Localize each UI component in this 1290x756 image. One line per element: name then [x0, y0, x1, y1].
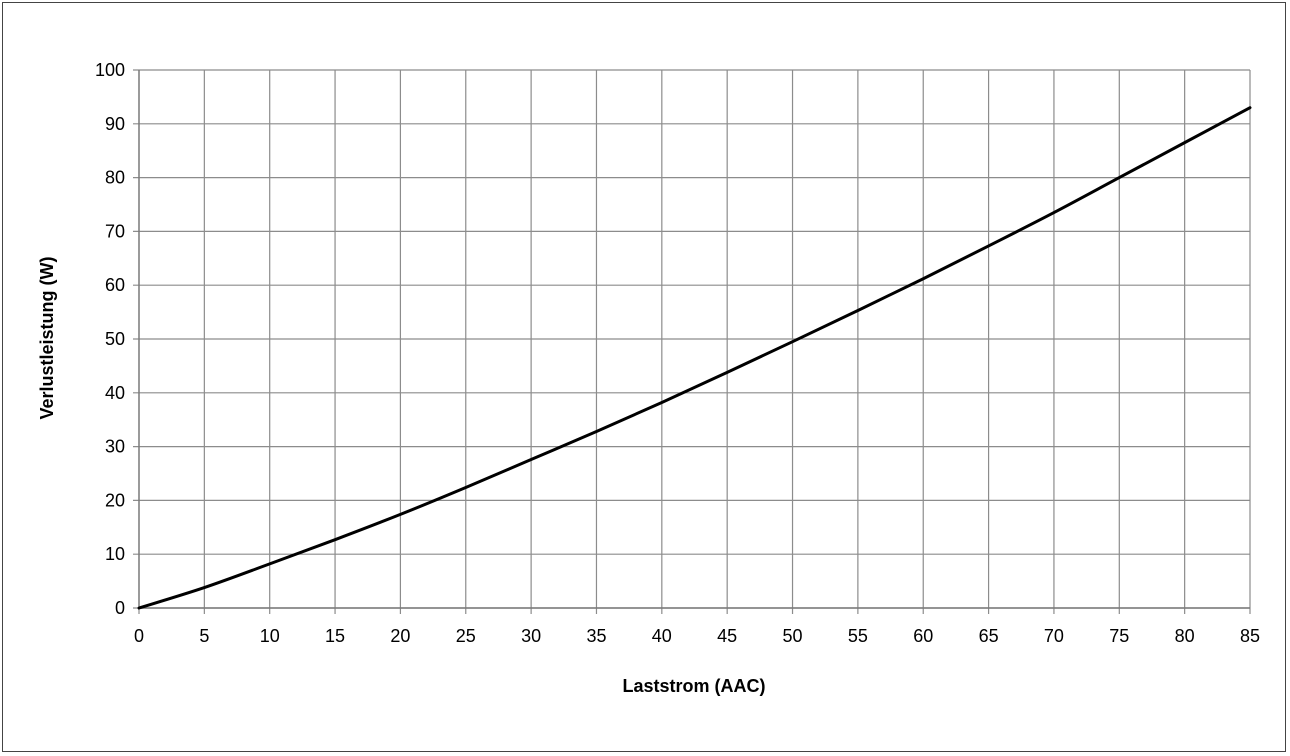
y-axis-title: Verlustleistung (W) — [37, 256, 57, 419]
y-tick-label: 80 — [105, 168, 125, 188]
series-layer — [137, 106, 1252, 610]
y-tick-label: 10 — [105, 544, 125, 564]
series-line-0 — [137, 106, 1252, 610]
y-tick-label: 90 — [105, 114, 125, 134]
gridlines — [133, 69, 1251, 614]
y-tick-label: 50 — [105, 329, 125, 349]
y-tick-label: 20 — [105, 490, 125, 510]
x-tick-label: 35 — [586, 626, 606, 646]
x-tick-label: 0 — [134, 626, 144, 646]
y-tick-label: 0 — [115, 598, 125, 618]
x-tick-label: 5 — [199, 626, 209, 646]
x-tick-label: 15 — [325, 626, 345, 646]
x-tick-label: 75 — [1109, 626, 1129, 646]
x-axis-title: Laststrom (AAC) — [622, 676, 765, 696]
x-tick-label: 30 — [521, 626, 541, 646]
x-tick-label: 60 — [913, 626, 933, 646]
x-tick-label: 50 — [783, 626, 803, 646]
x-tick-labels: 0 5 10 15 20 25 30 35 40 45 50 55 60 65 70 75 80 85 — [134, 626, 1260, 646]
y-tick-label: 100 — [95, 60, 125, 80]
y-tick-labels: 0 10 20 30 40 50 60 70 80 90 100 — [95, 60, 125, 618]
y-tick-label: 30 — [105, 437, 125, 457]
y-tick-label: 60 — [105, 275, 125, 295]
x-tick-label: 20 — [390, 626, 410, 646]
x-tick-label: 85 — [1240, 626, 1260, 646]
x-tick-label: 65 — [979, 626, 999, 646]
x-tick-label: 25 — [456, 626, 476, 646]
x-tick-label: 10 — [260, 626, 280, 646]
x-tick-label: 45 — [717, 626, 737, 646]
y-tick-label: 40 — [105, 383, 125, 403]
y-tick-label: 70 — [105, 221, 125, 241]
x-tick-label: 70 — [1044, 626, 1064, 646]
x-tick-label: 80 — [1175, 626, 1195, 646]
x-tick-label: 40 — [652, 626, 672, 646]
x-tick-label: 55 — [848, 626, 868, 646]
